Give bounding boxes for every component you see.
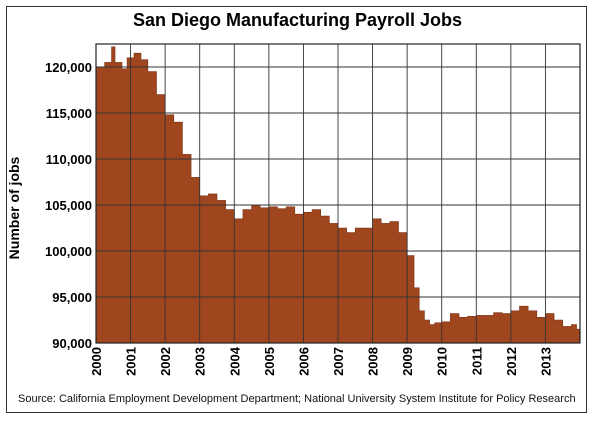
chart-title: San Diego Manufacturing Payroll Jobs (132, 10, 463, 30)
source-note: Source: California Employment Developmen… (18, 393, 576, 405)
y-tick-label: 90,000 (52, 336, 92, 351)
x-tick-label: 2009 (400, 347, 415, 376)
y-tick-label: 95,000 (52, 290, 92, 305)
x-tick-label: 2000 (89, 347, 104, 376)
x-tick-label: 2005 (262, 347, 277, 376)
x-tick-label: 2013 (538, 347, 553, 376)
x-tick-label: 2007 (331, 347, 346, 376)
x-tick-label: 2002 (158, 347, 173, 376)
x-axis-ticks: 2000 2001 2002 2003 2004 2005 2006 2007 2008 2009… (89, 346, 553, 376)
y-tick-label: 100,000 (45, 244, 92, 259)
y-axis-ticks: 90,000 95,000 100,000 105,000 110,000 115,000… (45, 60, 92, 351)
x-tick-label: 2011 (469, 347, 484, 375)
y-tick-label: 105,000 (45, 198, 92, 213)
x-tick-label: 2010 (435, 347, 450, 376)
x-tick-label: 2001 (124, 347, 139, 376)
y-tick-label: 115,000 (46, 106, 92, 121)
y-tick-label: 120,000 (45, 60, 92, 75)
y-tick-label: 110,000 (46, 152, 92, 167)
x-tick-label: 2004 (227, 346, 242, 376)
plot-border (95, 43, 581, 344)
x-tick-label: 2008 (366, 347, 381, 376)
x-tick-label: 2012 (504, 347, 519, 376)
x-tick-label: 2006 (296, 347, 311, 376)
y-axis-label: Number of jobs (6, 156, 22, 260)
x-tick-label: 2003 (193, 347, 208, 376)
